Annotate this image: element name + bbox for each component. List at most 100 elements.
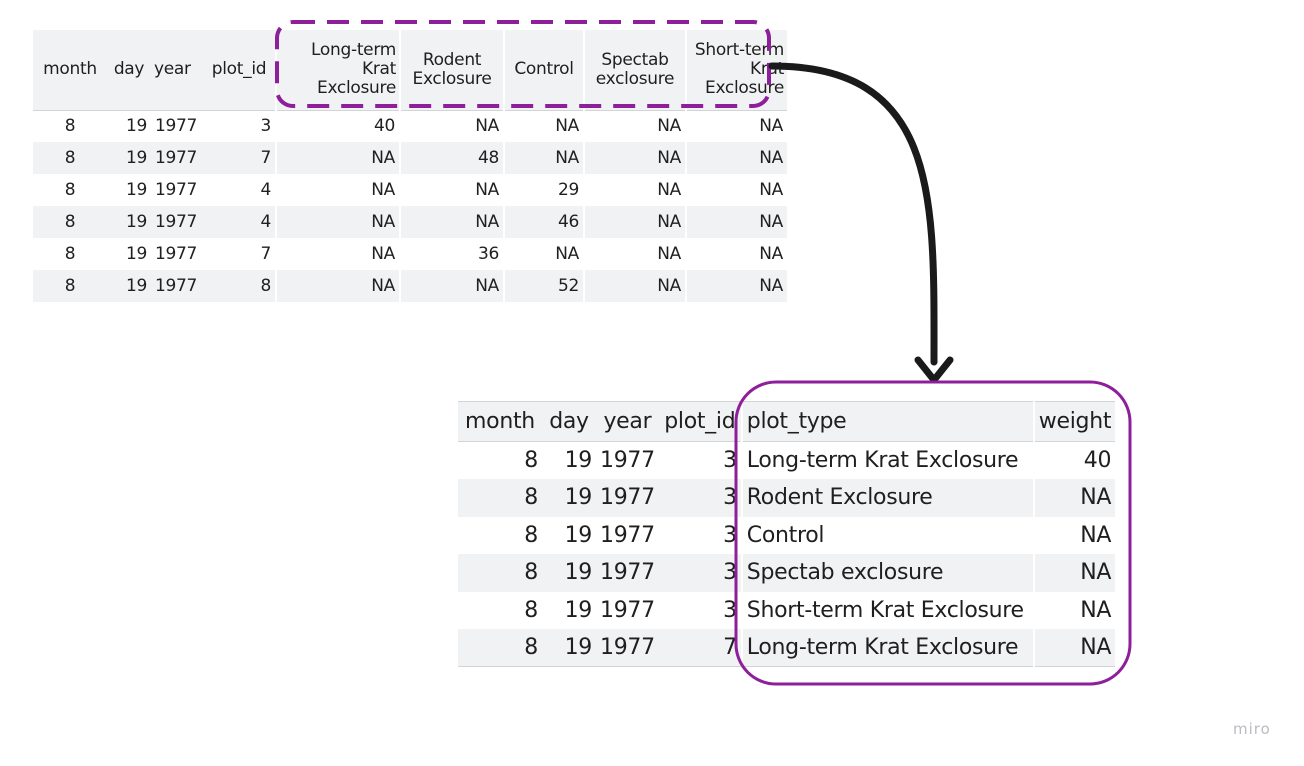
- cell-day: 19: [125, 148, 147, 168]
- cell-short-term-krat: NA: [759, 212, 783, 232]
- cell-long-term-krat: 40: [276, 110, 401, 142]
- cell-day: 19: [564, 485, 593, 511]
- cell-year: 1977: [155, 212, 198, 232]
- header-plot-type: plot_type: [741, 401, 1035, 442]
- cell-month: 8: [524, 485, 538, 511]
- cell-day: 19: [125, 212, 147, 232]
- header-rodent-exclosure: Rodent Exclosure: [400, 30, 505, 110]
- cell-long-term-krat: NA: [276, 142, 401, 174]
- header-short-term-krat: Short-term Krat Exclosure: [694, 40, 784, 99]
- cell-long-term-krat: NA: [276, 206, 401, 238]
- cell-plot-id: 7: [203, 142, 277, 174]
- header-long-term-krat: Long-term Krat Exclosure: [276, 30, 401, 110]
- table-row: 8 19 1977 3 Long-term Krat Exclosure 40: [458, 441, 1115, 479]
- cell-year: 1977: [600, 597, 655, 623]
- cell-month: 8: [524, 597, 538, 623]
- table-row: 8 19 1977 7 NA 36 NA NA NA: [33, 238, 787, 270]
- cell-day: 19: [125, 244, 147, 264]
- table-row: 8 19 1977 3 Spectab exclosure NA: [458, 554, 1116, 592]
- header-weight: weight: [1038, 409, 1112, 434]
- cell-year: 1977: [600, 560, 655, 586]
- cell-plot-type: Short-term Krat Exclosure: [741, 591, 1035, 629]
- cell-year: 1977: [155, 276, 198, 296]
- cell-year: 1977: [155, 244, 198, 264]
- cell-plot-id: 3: [658, 441, 743, 479]
- cell-short-term-krat: NA: [759, 180, 783, 200]
- cell-long-term-krat: NA: [276, 270, 401, 302]
- cell-plot-type: Long-term Krat Exclosure: [741, 629, 1035, 667]
- cell-month: 8: [524, 635, 538, 660]
- long-table: month day year plot_id plot_type weight …: [458, 401, 1116, 667]
- cell-rodent-exclosure: NA: [400, 174, 505, 206]
- table-row: 8 19 1977 7 Long-term Krat Exclosure NA: [458, 629, 1116, 667]
- connector-arrow: [768, 62, 938, 366]
- cell-plot-id: 4: [203, 174, 277, 206]
- cell-year: 1977: [600, 485, 655, 511]
- cell-plot-type: Spectab exclosure: [741, 554, 1035, 592]
- cell-year: 1977: [155, 180, 198, 200]
- cell-long-term-krat: NA: [276, 238, 401, 270]
- cell-year: 1977: [155, 116, 198, 137]
- cell-year: 1977: [600, 522, 655, 548]
- table-row: 8 19 1977 4 NA NA 46 NA NA: [33, 206, 787, 238]
- cell-spectab-exclosure: NA: [584, 238, 687, 270]
- cell-plot-id: 7: [658, 629, 743, 667]
- cell-control: 46: [504, 206, 585, 238]
- cell-short-term-krat: NA: [759, 244, 783, 264]
- header-month: month: [465, 409, 535, 434]
- cell-day: 19: [125, 180, 147, 200]
- cell-control: 52: [504, 270, 585, 302]
- header-year: year: [603, 409, 652, 434]
- cell-plot-id: 3: [658, 591, 743, 629]
- table-row: 8 19 1977 3 Short-term Krat Exclosure NA: [458, 591, 1115, 629]
- header-control: Control: [504, 30, 585, 110]
- cell-weight: NA: [1080, 635, 1112, 660]
- cell-month: 8: [64, 244, 76, 264]
- wide-table-header-row: month day year plot_id Long-term Krat Ex…: [33, 30, 787, 110]
- cell-control: 29: [504, 174, 585, 206]
- header-day: day: [549, 409, 589, 434]
- cell-spectab-exclosure: NA: [584, 206, 687, 238]
- arrowhead-icon: [914, 356, 954, 384]
- cell-plot-id: 3: [658, 479, 743, 517]
- cell-day: 19: [564, 522, 593, 548]
- cell-rodent-exclosure: 36: [400, 238, 505, 270]
- table-row: 8 19 1977 3 40 NA NA NA NA: [33, 110, 787, 142]
- cell-rodent-exclosure: 48: [400, 142, 505, 174]
- header-month: month: [43, 59, 97, 80]
- cell-month: 8: [64, 116, 76, 137]
- cell-month: 8: [64, 212, 76, 232]
- cell-weight: NA: [1080, 522, 1112, 548]
- cell-year: 1977: [155, 148, 198, 168]
- cell-plot-id: 7: [203, 238, 277, 270]
- solid-highlight-box: [734, 380, 1132, 686]
- cell-control: NA: [504, 238, 585, 270]
- table-row: 8 19 1977 4 NA NA 29 NA NA: [33, 174, 787, 206]
- cell-weight: NA: [1080, 485, 1112, 511]
- long-table-header-row: month day year plot_id plot_type weight: [458, 401, 1116, 442]
- cell-spectab-exclosure: NA: [584, 270, 687, 302]
- cell-plot-id: 3: [658, 516, 743, 554]
- cell-spectab-exclosure: NA: [584, 142, 687, 174]
- dashed-highlight-box: [275, 20, 771, 108]
- cell-rodent-exclosure: NA: [400, 270, 505, 302]
- cell-day: 19: [564, 597, 593, 623]
- cell-month: 8: [64, 276, 76, 296]
- cell-day: 19: [125, 276, 147, 296]
- cell-spectab-exclosure: NA: [584, 110, 687, 142]
- cell-short-term-krat: NA: [759, 276, 783, 296]
- wide-table: month day year plot_id Long-term Krat Ex…: [33, 30, 787, 302]
- cell-rodent-exclosure: NA: [400, 206, 505, 238]
- header-plot-id: plot_id: [658, 401, 743, 442]
- header-plot-id: plot_id: [203, 30, 277, 110]
- cell-long-term-krat: NA: [276, 174, 401, 206]
- cell-month: 8: [524, 522, 538, 548]
- table-row: 8 19 1977 3 Control NA: [458, 516, 1115, 554]
- cell-day: 19: [125, 116, 147, 137]
- miro-watermark: miro: [1233, 720, 1271, 738]
- cell-plot-id: 3: [658, 554, 743, 592]
- cell-short-term-krat: NA: [759, 116, 783, 137]
- cell-short-term-krat: NA: [759, 148, 783, 168]
- table-row: 8 19 1977 7 NA 48 NA NA NA: [33, 142, 787, 174]
- cell-rodent-exclosure: NA: [400, 110, 505, 142]
